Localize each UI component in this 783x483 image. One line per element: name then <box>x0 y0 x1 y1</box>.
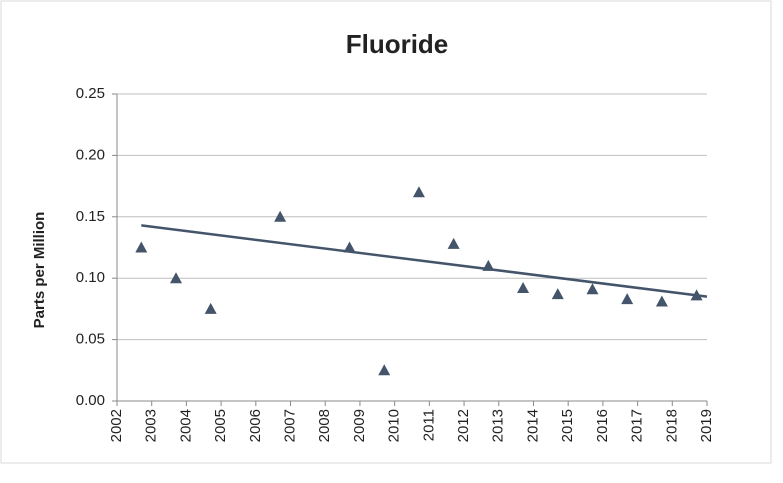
point <box>621 293 634 305</box>
y-tick-label: 0.05 <box>76 331 105 348</box>
x-tick-label: 2018 <box>663 409 680 442</box>
x-tick-label: 2012 <box>455 409 472 442</box>
point <box>135 241 148 253</box>
x-tick-label: 2011 <box>420 409 437 441</box>
point <box>343 241 356 253</box>
point <box>586 283 599 295</box>
point <box>655 295 668 307</box>
x-tick-label: 2016 <box>594 409 611 442</box>
trendline <box>141 224 708 298</box>
point <box>517 282 530 294</box>
y-tick-label: 0.20 <box>76 146 105 163</box>
point <box>378 364 391 376</box>
y-tick-label: 0.25 <box>76 85 105 102</box>
x-tick-label: 2015 <box>559 409 576 442</box>
x-tick-label: 2014 <box>524 409 541 442</box>
point <box>170 272 182 284</box>
x-tick-label: 2005 <box>212 409 229 442</box>
x-tick-label: 2007 <box>281 409 298 442</box>
x-tick-label: 2009 <box>351 409 368 442</box>
chart-frame <box>0 0 772 464</box>
point <box>482 259 495 271</box>
y-axis-label: Parts per Million <box>31 212 48 329</box>
y-tick-label: 0.10 <box>76 269 105 286</box>
y-tick-label: 0.15 <box>76 208 105 225</box>
point <box>204 302 217 314</box>
y-tick-label: 0.00 <box>76 392 105 409</box>
x-tick-label: 2019 <box>698 409 715 442</box>
point <box>412 186 425 198</box>
point <box>274 210 287 222</box>
x-tick-label: 2008 <box>316 409 333 442</box>
x-tick-label: 2003 <box>143 409 160 442</box>
point <box>447 237 460 249</box>
x-tick-label: 2010 <box>386 409 403 442</box>
chart-title: Fluoride <box>346 29 449 59</box>
x-tick-label: 2004 <box>177 409 194 442</box>
x-tick-label: 2006 <box>247 409 264 442</box>
x-tick-label: 2017 <box>629 409 646 442</box>
point <box>551 288 564 300</box>
x-tick-label: 2013 <box>490 409 507 442</box>
x-tick-label: 2002 <box>108 409 125 442</box>
point <box>690 289 703 301</box>
